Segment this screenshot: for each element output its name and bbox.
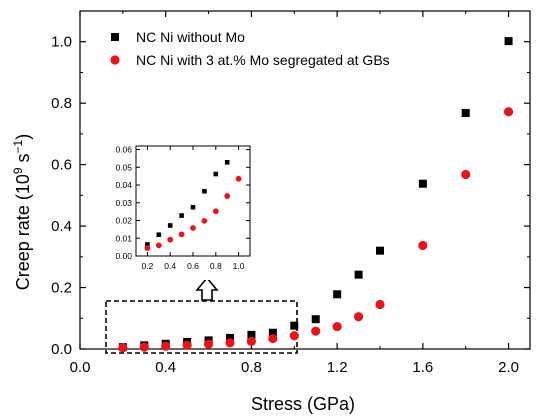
data-point-circle: [161, 341, 171, 351]
data-point-circle: [461, 169, 471, 180]
zoom-up-arrow: [195, 276, 219, 301]
y-tick-label: 0.0: [51, 341, 72, 358]
data-point-square: [290, 321, 299, 330]
data-point-square: [247, 330, 256, 339]
y-axis-title: Creep rate (109 s−1): [11, 134, 33, 290]
x-tick-label: 0.4: [155, 359, 176, 376]
y-axis-title-end: ): [13, 134, 33, 140]
inset-y-tick-label: 0.01: [115, 233, 132, 243]
y-tick-label: 1.0: [51, 34, 72, 51]
data-point-circle: [375, 299, 385, 310]
x-tick-label: 0.0: [70, 359, 91, 376]
x-tick-label: 1.6: [412, 359, 433, 376]
y-tick-label: 0.6: [51, 157, 72, 174]
data-point-square: [213, 171, 219, 177]
x-tick-label: 0.8: [241, 359, 262, 376]
legend-label: NC Ni without Mo: [136, 29, 245, 45]
main-data-points: [118, 37, 514, 353]
y-axis-title-sup-2: −1: [11, 139, 25, 153]
inset-background: [88, 140, 264, 280]
data-point-circle: [225, 338, 235, 348]
data-point-square: [224, 160, 230, 165]
inset-y-tick-label: 0.03: [115, 198, 132, 208]
data-point-square: [190, 204, 196, 210]
data-point-square: [376, 246, 384, 255]
data-point-circle: [182, 340, 192, 350]
data-point-square: [179, 213, 184, 218]
zoom-dashed-box: [105, 300, 298, 354]
data-point-circle: [418, 240, 428, 251]
inset-x-tick-label: 0.6: [187, 261, 199, 271]
data-point-circle: [144, 245, 151, 251]
data-point-circle: [235, 175, 242, 182]
data-point-square: [504, 37, 513, 46]
data-point-square: [202, 188, 207, 194]
data-point-circle: [155, 242, 162, 249]
data-point-circle: [246, 336, 257, 346]
data-point-circle: [118, 343, 128, 353]
data-point-square: [311, 315, 320, 324]
main-x-ticks: 0.0 0.4 0.8 1.2 1.6 2.0: [70, 11, 519, 376]
data-point-circle: [178, 231, 185, 238]
data-point-square: [268, 328, 277, 337]
inset-y-tick-label: 0.04: [115, 180, 132, 190]
main-y-ticks: 0.0 0.2 0.4 0.6 0.8 1.0: [51, 34, 530, 358]
x-axis-title: Stress (GPa): [251, 394, 355, 414]
inset-y-tick-label: 0.06: [115, 145, 132, 155]
data-point-circle: [289, 331, 299, 341]
data-point-square: [333, 290, 342, 299]
data-point-square: [111, 33, 119, 41]
inset-x-tick-label: 0.2: [141, 261, 153, 271]
data-point-circle: [224, 193, 231, 199]
data-point-square: [418, 179, 427, 188]
data-point-square: [156, 232, 162, 238]
data-point-square: [354, 270, 363, 279]
x-tick-label: 1.2: [327, 359, 348, 376]
data-point-circle: [167, 236, 174, 243]
zoom-region: [105, 300, 298, 354]
x-tick-label: 2.0: [498, 359, 519, 376]
data-point-circle: [311, 326, 321, 336]
legend: NC Ni without Mo NC Ni with 3 at.% Mo seg…: [110, 29, 390, 68]
data-point-circle: [201, 217, 208, 224]
data-point-square: [226, 333, 234, 342]
data-point-circle: [503, 107, 514, 117]
zoom-arrow: [195, 276, 219, 301]
y-axis-title-mid: s: [13, 153, 33, 167]
y-tick-label: 0.4: [51, 218, 72, 235]
y-tick-label: 0.2: [51, 280, 72, 297]
y-axis-title-sup-1: 9: [11, 167, 25, 174]
inset-x-tick-label: 0.8: [210, 261, 222, 271]
main-plot-border: [79, 10, 531, 350]
data-point-square: [167, 223, 173, 228]
inset-y-tick-label: 0.02: [115, 216, 132, 226]
data-point-circle: [212, 208, 219, 215]
data-point-circle: [110, 55, 120, 65]
data-point-circle: [332, 321, 342, 332]
data-point-circle: [203, 339, 214, 349]
inset-x-tick-label: 0.4: [164, 261, 176, 271]
data-point-circle: [139, 342, 149, 352]
data-point-square: [145, 242, 150, 247]
inset-x-tick-label: 1.0: [233, 261, 245, 271]
data-point-circle: [268, 333, 278, 344]
data-point-circle: [353, 312, 364, 322]
inset-plot: 0.2 0.4 0.6 0.8 1.0 0.00 0.01 0.02 0.03 0.04 0.05 0…: [88, 140, 264, 280]
main-plot-frame: [79, 10, 531, 350]
legend-label: NC Ni with 3 at.% Mo segregated at GBs: [136, 52, 390, 68]
y-tick-label: 0.8: [51, 95, 72, 112]
data-point-square: [461, 109, 470, 118]
data-point-circle: [190, 225, 196, 231]
inset-y-tick-label: 0.00: [115, 251, 132, 261]
inset-y-tick-label: 0.05: [115, 162, 132, 172]
